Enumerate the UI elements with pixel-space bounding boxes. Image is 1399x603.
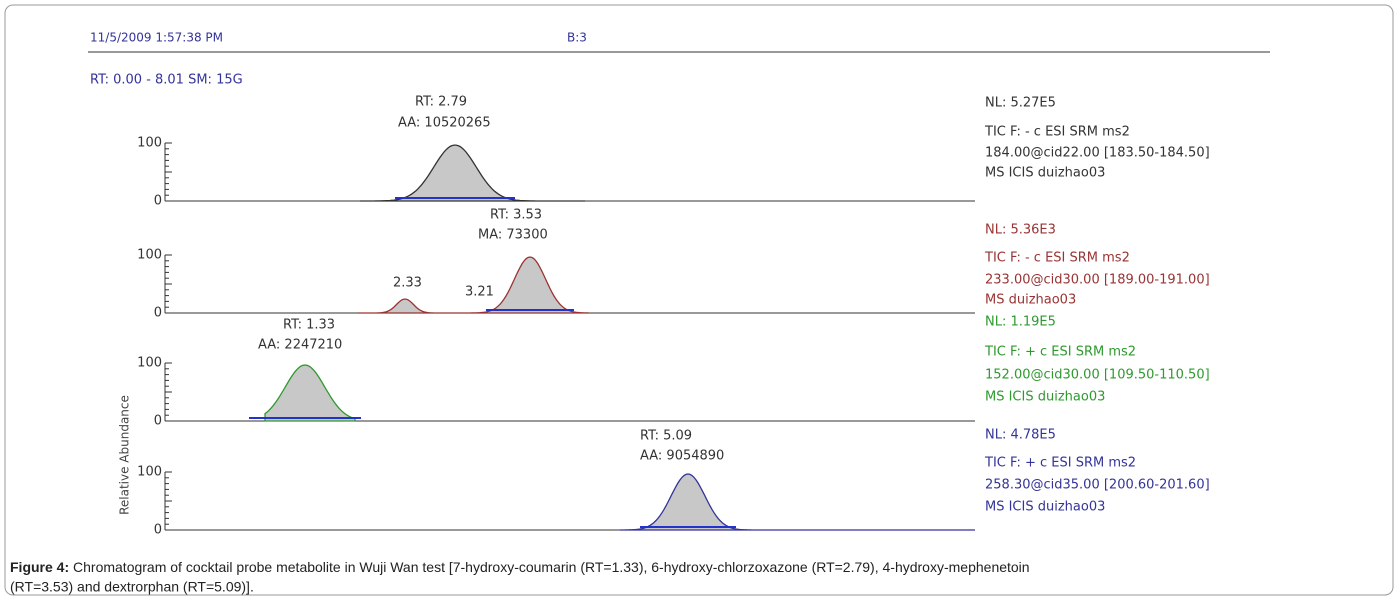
- trace-info: MS ICIS duizhao03: [985, 500, 1105, 515]
- trace-info: 233.00@cid30.00 [189.00-191.00]: [985, 273, 1210, 288]
- peak-label: RT: 2.79: [415, 95, 467, 110]
- trace-info: MS ICIS duizhao03: [985, 390, 1105, 405]
- peak-label: AA: 10520265: [398, 116, 491, 131]
- peak: [360, 144, 585, 202]
- peak-label: RT: 3.53: [490, 208, 542, 223]
- y-axis-label: Relative Abundance: [118, 395, 132, 515]
- trace-info: MS ICIS duizhao03: [985, 166, 1105, 181]
- peak-label: RT: 1.33: [283, 318, 335, 333]
- trace-info: TIC F: - c ESI SRM ms2: [984, 251, 1130, 266]
- peak: [358, 256, 589, 314]
- frame: [4, 4, 1394, 596]
- peak: [620, 473, 975, 531]
- trace-info: NL: 5.36E3: [985, 223, 1056, 238]
- peak-label: 2.33: [393, 276, 422, 291]
- trace-info: TIC F: - c ESI SRM ms2: [984, 125, 1130, 140]
- trace-info: MS duizhao03: [985, 293, 1076, 308]
- y-tick-label: 100: [137, 356, 162, 371]
- y-tick-label: 100: [137, 465, 162, 480]
- caption-text: Chromatogram of cocktail probe metabolit…: [73, 559, 1030, 575]
- y-tick-label: 0: [154, 414, 162, 429]
- trace-info: TIC F: + c ESI SRM ms2: [984, 345, 1136, 360]
- peak-label: AA: 9054890: [640, 449, 724, 464]
- timestamp: 11/5/2009 1:57:38 PM: [90, 31, 223, 45]
- y-tick-label: 100: [137, 136, 162, 151]
- y-tick-label: 100: [137, 248, 162, 263]
- peak-label: 3.21: [465, 285, 494, 300]
- trace-info: TIC F: + c ESI SRM ms2: [984, 456, 1136, 471]
- trace-info: NL: 4.78E5: [985, 428, 1056, 443]
- range-label: RT: 0.00 - 8.01 SM: 15G: [90, 73, 243, 88]
- peak-label: AA: 2247210: [258, 338, 342, 353]
- peak-label: MA: 73300: [478, 228, 548, 243]
- y-tick-label: 0: [154, 306, 162, 321]
- caption-line: Figure 4: Chromatogram of cocktail probe…: [10, 559, 1030, 575]
- caption-line: (RT=3.53) and dextrorphan (RT=5.09)].: [10, 579, 254, 595]
- trace-info: NL: 5.27E5: [985, 96, 1056, 111]
- y-tick-label: 0: [154, 523, 162, 538]
- trace-info: NL: 1.19E5: [985, 315, 1056, 330]
- trace-info: 258.30@cid35.00 [200.60-201.60]: [985, 478, 1210, 493]
- trace-info: 184.00@cid22.00 [183.50-184.50]: [985, 146, 1210, 161]
- trace-info: 152.00@cid30.00 [109.50-110.50]: [985, 368, 1210, 383]
- caption-label: Figure 4:: [10, 559, 69, 575]
- peak: [264, 364, 356, 422]
- peak-label: RT: 5.09: [640, 429, 692, 444]
- sample: B:3: [567, 31, 587, 45]
- y-tick-label: 0: [154, 194, 162, 209]
